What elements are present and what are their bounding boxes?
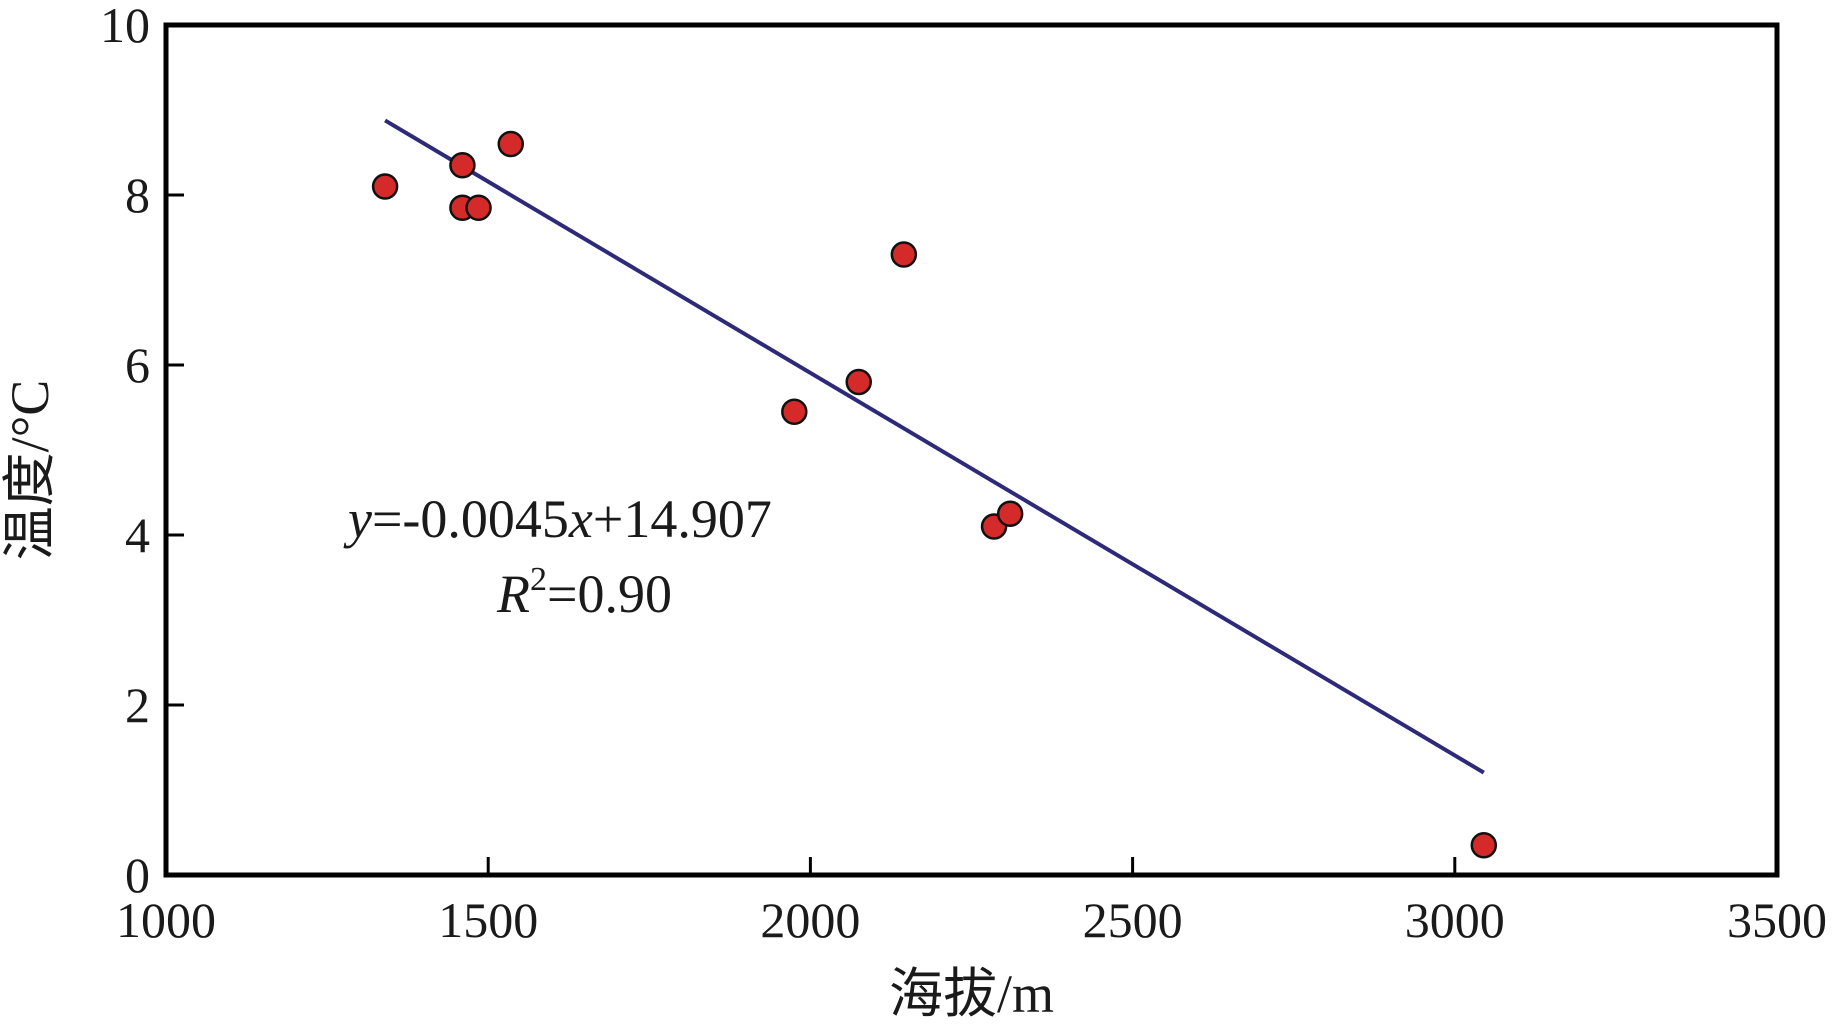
x-tick-label: 1000 [116, 892, 216, 948]
y-tick-label: 0 [125, 847, 150, 903]
equation-x-var: x [568, 489, 593, 549]
x-tick-label: 3000 [1405, 892, 1505, 948]
data-point [449, 152, 476, 179]
x-tick-label: 3500 [1727, 892, 1827, 948]
plot-frame [163, 22, 1780, 878]
equation-coefficient: =-0.0045 [372, 489, 569, 549]
regression-equation: y=-0.0045x+14.907 [343, 489, 772, 549]
data-point [890, 241, 918, 268]
regression-line [384, 118, 1485, 775]
data-point [371, 173, 399, 200]
data-point [845, 368, 872, 396]
axis-ticks [166, 193, 1457, 875]
r-squared: R2=0.90 [496, 561, 672, 624]
r-squared-value: =0.90 [547, 564, 672, 624]
y-tick-label: 10 [100, 0, 150, 53]
y-tick-label: 6 [125, 337, 150, 393]
x-tick-label: 2500 [1083, 892, 1183, 948]
axis-tick-labels: 1000 1500 2000 2500 3000 3500 0 2 4 6 8 10 [100, 0, 1827, 948]
r-squared-superscript: 2 [530, 561, 547, 598]
data-point [497, 130, 525, 158]
equation-y-var: y [343, 489, 372, 549]
r-squared-var: R [496, 564, 530, 624]
data-point [781, 398, 808, 425]
y-tick-label: 4 [125, 507, 150, 563]
chart-marks [371, 118, 1498, 859]
equation-intercept: +14.907 [593, 489, 772, 549]
data-point [1470, 832, 1498, 859]
x-axis-label: 海拔/m [889, 964, 1054, 1024]
y-tick-label: 8 [125, 167, 150, 223]
y-axis-label: 温度/°C [0, 380, 60, 561]
x-tick-label: 1500 [438, 892, 538, 948]
data-point [465, 194, 492, 221]
y-tick-label: 2 [125, 677, 150, 733]
x-tick-label: 2000 [760, 892, 860, 948]
data-point [996, 500, 1024, 527]
